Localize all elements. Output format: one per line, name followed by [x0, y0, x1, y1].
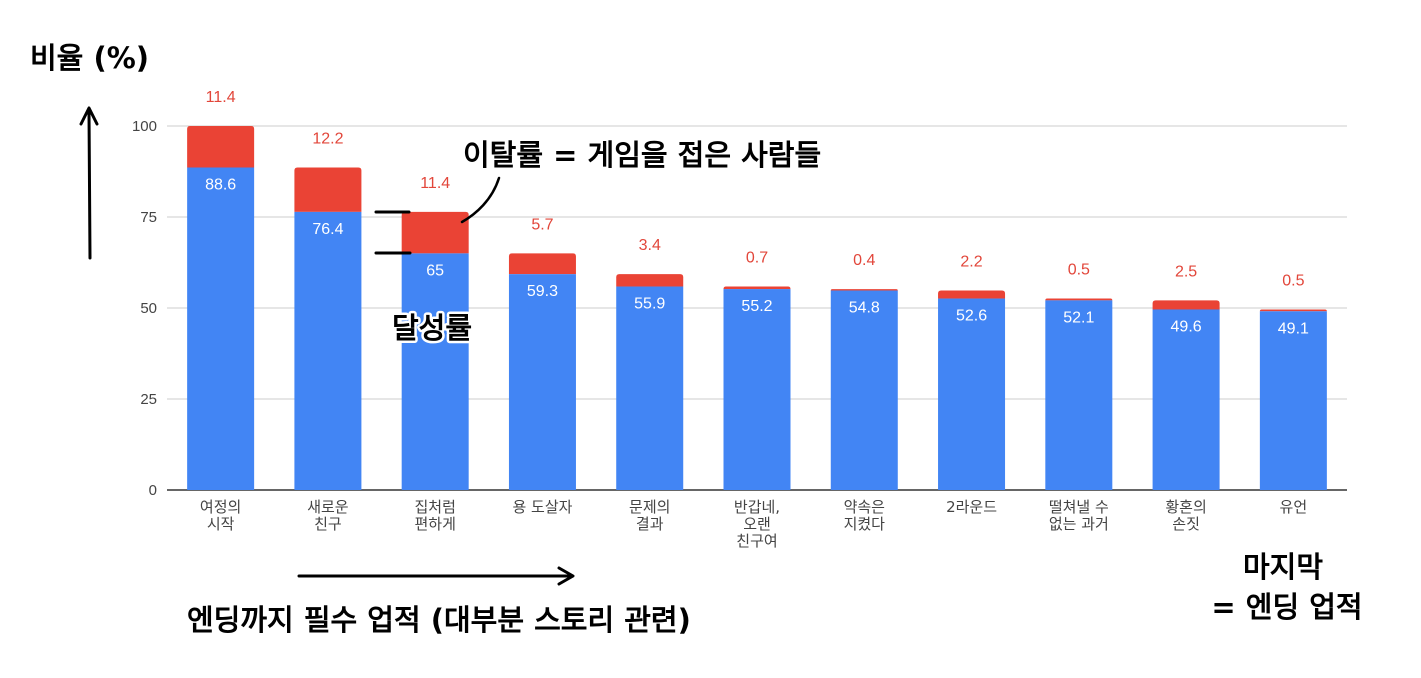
category-label: 지켰다 — [844, 515, 886, 533]
bar-achievement — [294, 211, 362, 491]
y-up-arrow — [79, 106, 99, 260]
achievement-value-label: 76.4 — [312, 221, 343, 238]
achievement-value-label: 55.2 — [741, 298, 772, 315]
value-labels: 88.6 11.4 76.4 12.2 65 11.4 59.3 5.7 55.9 3.4 55.2… — [205, 89, 1309, 337]
achievement-value-label: 88.6 — [205, 176, 236, 193]
category-label: 결과 — [636, 515, 664, 533]
dropout-value-label: 11.4 — [206, 89, 236, 106]
bar-achievement — [830, 290, 898, 490]
bar-achievement — [401, 253, 469, 490]
dropout-value-label: 0.5 — [1068, 262, 1090, 279]
bar-achievement — [616, 286, 684, 490]
category-label: 친구 — [314, 515, 342, 533]
bar-dropout — [830, 289, 898, 291]
category-label: 집처럼 — [414, 498, 455, 516]
bar-achievement — [938, 298, 1006, 490]
dropout-value-label: 2.5 — [1175, 263, 1197, 280]
bar-achievement — [1045, 300, 1113, 490]
category-label: 유언 — [1280, 498, 1308, 516]
category-label: 오랜 — [743, 515, 771, 533]
dropout-value-label: 11.4 — [420, 175, 450, 192]
category-label: 반갑네, — [734, 498, 780, 516]
bar-achievement — [1259, 311, 1327, 490]
bar-dropout — [1152, 300, 1220, 310]
dropout-pointer — [460, 176, 501, 224]
achievement-value-label: 59.3 — [527, 283, 558, 300]
category-label: 친구여 — [736, 532, 777, 550]
y-tick-label: 100 — [132, 118, 157, 135]
final-note-line1: 마지막 — [1243, 550, 1323, 584]
category-label: 떨쳐낼 수 — [1049, 498, 1109, 516]
y-tick-label: 50 — [140, 300, 157, 317]
dropout-value-label: 2.2 — [960, 254, 982, 271]
bar-achievement — [723, 289, 791, 490]
y-axis-ticks: 0 25 50 75 100 — [132, 118, 157, 499]
bar-dropout — [187, 126, 255, 168]
category-label: 여정의 — [200, 498, 241, 516]
bar-dropout — [401, 211, 469, 254]
category-label: 손짓 — [1172, 515, 1200, 533]
bar-achievement — [187, 167, 255, 490]
dropout-value-label: 12.2 — [312, 130, 343, 147]
bar-dropout — [938, 290, 1006, 299]
achievement-value-label: 65 — [426, 262, 444, 279]
bars — [187, 126, 1327, 491]
bar-dropout — [616, 274, 684, 287]
achievement-value-label: 49.1 — [1278, 320, 1309, 337]
y-tick-label: 0 — [149, 482, 157, 499]
category-label: 문제의 — [629, 498, 670, 516]
x-axis-annotation: 엔딩까지 필수 업적 (대부분 스토리 관련) — [187, 603, 691, 637]
achievement-value-label: 54.8 — [849, 300, 880, 317]
category-label: 새로운 — [307, 498, 349, 516]
bar-achievement — [508, 274, 576, 490]
category-label: 용 도살자 — [512, 498, 572, 516]
dropout-value-label: 5.7 — [531, 216, 553, 233]
y-tick-label: 25 — [140, 391, 157, 408]
category-label: 시작 — [207, 515, 235, 533]
category-label: 황혼의 — [1165, 498, 1206, 516]
category-label: 약속은 — [844, 498, 885, 516]
bar-dropout — [1259, 309, 1327, 312]
achievement-annotation: 달성률 — [392, 311, 472, 345]
dropout-value-label: 0.4 — [853, 252, 875, 269]
dropout-annotation: 이탈률 = 게임을 접은 사람들 — [463, 138, 821, 172]
dropout-value-label: 3.4 — [639, 237, 661, 254]
bar-dropout — [508, 253, 576, 275]
category-label: 편하게 — [414, 515, 455, 533]
bar-dropout — [723, 286, 791, 290]
dropout-value-label: 0.5 — [1282, 272, 1304, 289]
y-axis-title: 비율 (%) — [30, 41, 149, 75]
category-label: 2라운드 — [946, 498, 997, 516]
bar-dropout — [294, 167, 362, 212]
dropout-value-label: 0.7 — [746, 250, 768, 267]
bar-dropout — [1045, 298, 1113, 301]
achievement-value-label: 52.1 — [1063, 309, 1094, 326]
bar-achievement — [1152, 309, 1220, 490]
x-right-arrow — [297, 566, 575, 586]
achievement-value-label: 49.6 — [1171, 318, 1202, 335]
final-note-line2: = 엔딩 업적 — [1211, 590, 1362, 624]
achievement-value-label: 55.9 — [634, 296, 665, 313]
achievement-value-label: 52.6 — [956, 308, 987, 325]
category-label: 없는 과거 — [1049, 515, 1109, 533]
y-tick-label: 75 — [140, 209, 157, 226]
